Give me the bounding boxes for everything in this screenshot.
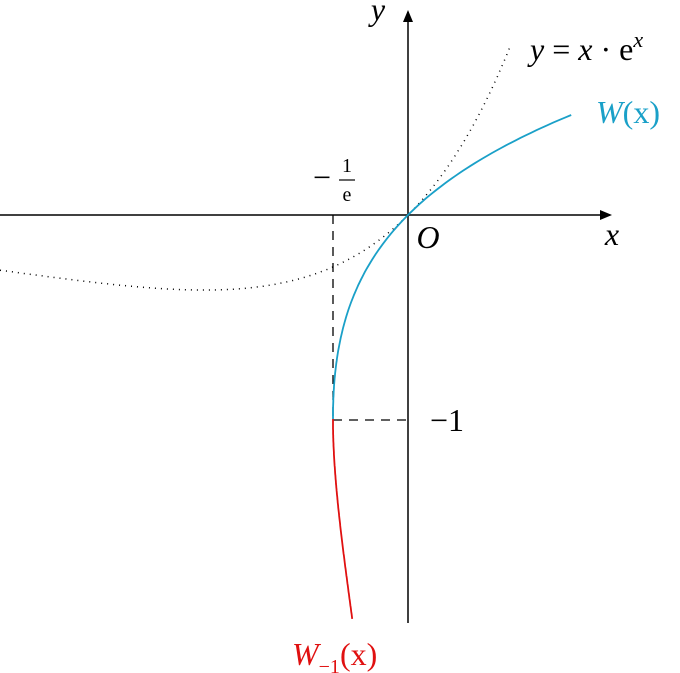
x-axis-label: x (604, 216, 619, 252)
w0-label: W(x) (596, 94, 660, 130)
wm1-curve (332, 419, 354, 620)
y-axis-label: y (368, 0, 386, 27)
wm1-label: W−1(x) (292, 636, 377, 673)
w0-curve (332, 114, 572, 419)
neg-sign: − (313, 159, 331, 195)
frac-num: 1 (342, 155, 352, 177)
neg-one-label: −1 (430, 402, 464, 438)
frac-den: e (343, 184, 352, 206)
origin-label: O (416, 219, 439, 255)
curve-label: y = x · ex (527, 27, 643, 67)
